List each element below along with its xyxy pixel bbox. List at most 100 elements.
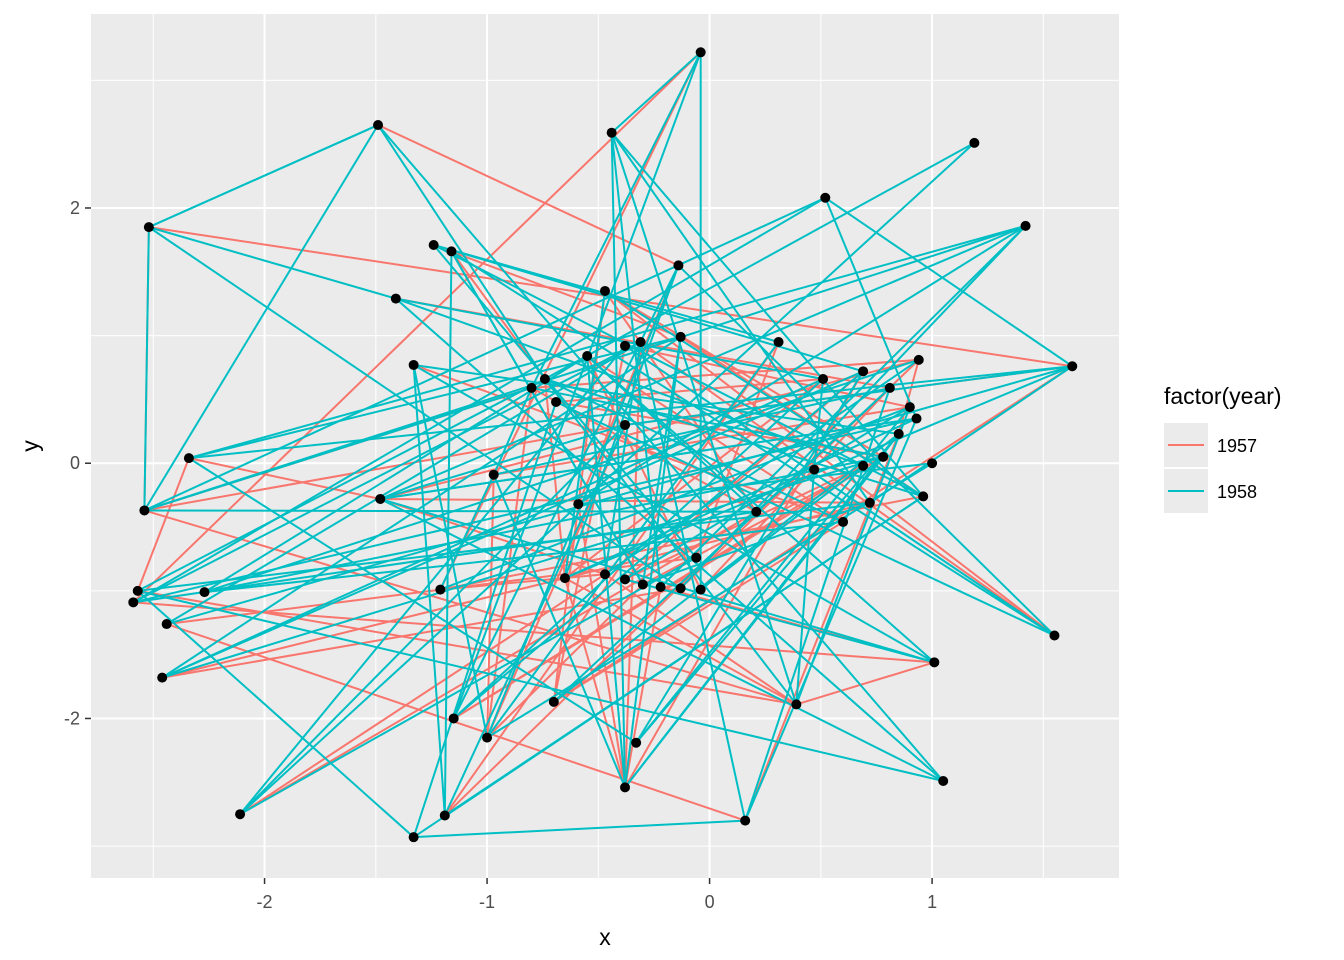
edge-1957 — [166, 556, 697, 626]
edge-1957 — [624, 586, 662, 788]
edge-1958 — [492, 387, 533, 476]
edge-1958 — [610, 132, 871, 504]
data-point — [390, 293, 401, 304]
edge-1957 — [796, 661, 935, 706]
edge-1958 — [604, 341, 642, 575]
y-axis-title: y — [17, 440, 43, 452]
edge-1957 — [563, 577, 626, 788]
edge-1957 — [564, 577, 797, 706]
edge-1957 — [744, 433, 900, 821]
data-point — [695, 47, 706, 58]
data-point — [482, 732, 493, 743]
data-point — [448, 713, 459, 724]
edge-1958 — [137, 589, 944, 782]
data-point — [408, 832, 419, 843]
data-point — [904, 402, 915, 413]
edge-1958 — [604, 290, 924, 498]
data-point — [858, 460, 869, 471]
data-point — [740, 815, 751, 826]
edge-1958 — [433, 244, 924, 498]
edge-1958 — [148, 226, 397, 300]
edge-1958 — [137, 378, 546, 592]
edge-1958 — [610, 132, 924, 498]
data-point — [157, 672, 168, 683]
data-point — [620, 574, 631, 585]
edge-1957 — [136, 457, 190, 592]
edge-1957 — [162, 587, 681, 679]
data-point — [913, 354, 924, 365]
y-axis: -2 0 2 — [64, 198, 91, 728]
data-point — [143, 222, 154, 233]
edge-1957 — [577, 503, 627, 788]
edge-1958 — [439, 474, 495, 590]
edge-1958 — [869, 365, 1073, 504]
legend-label-1957: 1957 — [1217, 436, 1257, 456]
edge-1958 — [486, 341, 780, 739]
edge-1958 — [137, 590, 415, 838]
x-tick-label: 1 — [927, 892, 937, 912]
edge-1958 — [493, 386, 891, 476]
data-point — [673, 260, 684, 271]
data-point — [635, 336, 646, 347]
edge-1958 — [624, 344, 1056, 637]
data-point — [818, 373, 829, 384]
data-point — [551, 396, 562, 407]
edge-1957 — [624, 341, 642, 788]
data-point — [373, 120, 384, 131]
edge-1958 — [379, 498, 944, 782]
edge-1958 — [578, 462, 933, 506]
edge-1958 — [148, 124, 379, 229]
data-point — [969, 137, 980, 148]
edge-1957 — [531, 358, 919, 389]
edge-1958 — [486, 462, 933, 739]
edge-1957 — [239, 510, 757, 816]
edge-1958 — [824, 196, 1073, 368]
x-tick-label: -2 — [257, 892, 273, 912]
edge-1958 — [444, 495, 924, 817]
edge-1958 — [379, 224, 1026, 500]
series-1958 — [132, 51, 1073, 839]
edge-1958 — [137, 501, 870, 592]
data-point — [791, 699, 802, 710]
edge-1958 — [610, 132, 662, 588]
data-points — [128, 47, 1078, 843]
edge-1958 — [379, 423, 626, 500]
data-point — [927, 458, 938, 469]
data-point — [559, 573, 570, 584]
data-point — [878, 451, 889, 462]
data-point — [773, 336, 784, 347]
y-tick-label: 0 — [70, 453, 80, 473]
data-point — [600, 285, 610, 296]
data-point — [582, 351, 593, 362]
data-point — [695, 584, 706, 595]
edge-1957 — [413, 364, 844, 523]
edge-1958 — [659, 225, 1027, 588]
edge-1958 — [544, 378, 844, 523]
data-point — [439, 810, 450, 821]
edge-1958 — [553, 433, 900, 703]
x-axis-title: x — [599, 924, 611, 950]
edge-1958 — [143, 124, 379, 511]
data-point — [809, 464, 820, 475]
edge-1958 — [395, 297, 864, 467]
edge-1958 — [148, 226, 682, 590]
data-point — [631, 737, 642, 748]
data-point — [893, 428, 904, 439]
data-point — [637, 579, 648, 590]
edge-1958 — [453, 378, 824, 720]
edge-1958 — [624, 578, 935, 664]
edge-1958 — [530, 51, 702, 389]
edge-1958 — [413, 819, 746, 839]
data-point — [858, 366, 869, 377]
edge-1958 — [544, 378, 924, 498]
edge-1957 — [453, 464, 864, 720]
edge-1958 — [453, 370, 864, 720]
data-point — [675, 583, 686, 594]
edge-1957 — [433, 244, 682, 338]
y-tick-label: 2 — [70, 198, 80, 218]
edge-1957 — [239, 573, 606, 816]
data-point — [375, 493, 386, 504]
edge-1958 — [379, 498, 935, 664]
data-point — [675, 331, 686, 342]
